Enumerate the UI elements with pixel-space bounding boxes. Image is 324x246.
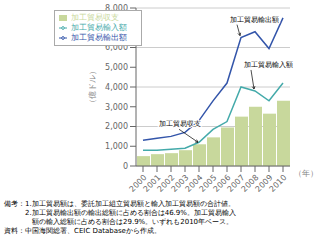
svg-text:2010: 2010: [268, 173, 289, 194]
svg-text:加工貿易輸入額: 加工貿易輸入額: [244, 61, 293, 69]
svg-text:2,000: 2,000: [105, 122, 128, 131]
svg-text:3,000: 3,000: [105, 103, 128, 112]
svg-text:6,000: 6,000: [105, 43, 128, 52]
svg-text:0: 0: [123, 162, 128, 171]
svg-text:7,000: 7,000: [105, 24, 128, 33]
svg-text:加工貿易収支: 加工貿易収支: [159, 120, 201, 128]
svg-text:（年）: （年）: [294, 169, 316, 178]
svg-text:8,000: 8,000: [105, 4, 128, 13]
svg-text:5,000: 5,000: [105, 63, 128, 72]
svg-text:（億ドル）: （億ドル）: [88, 67, 97, 107]
svg-text:1,000: 1,000: [105, 142, 128, 151]
svg-text:4,000: 4,000: [105, 83, 128, 92]
svg-text:加工貿易輸出額: 加工貿易輸出額: [230, 16, 279, 24]
